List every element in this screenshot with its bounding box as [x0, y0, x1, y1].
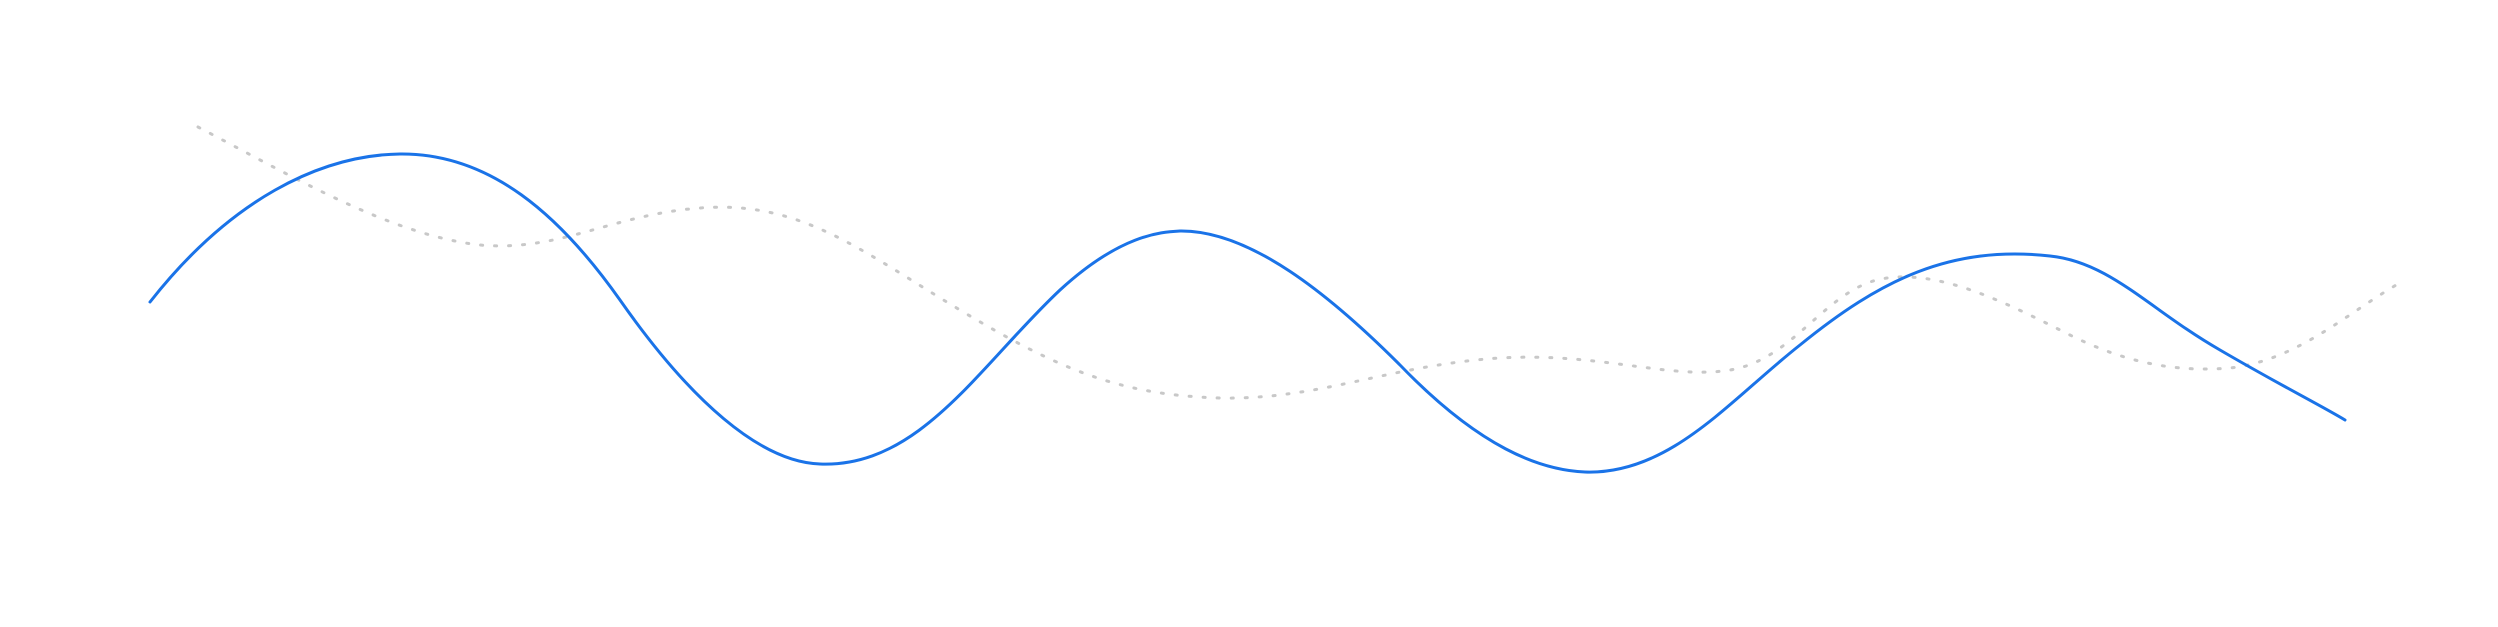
secondary-dotted-wave: [196, 125, 2407, 400]
primary-solid-wave: [148, 152, 2347, 474]
